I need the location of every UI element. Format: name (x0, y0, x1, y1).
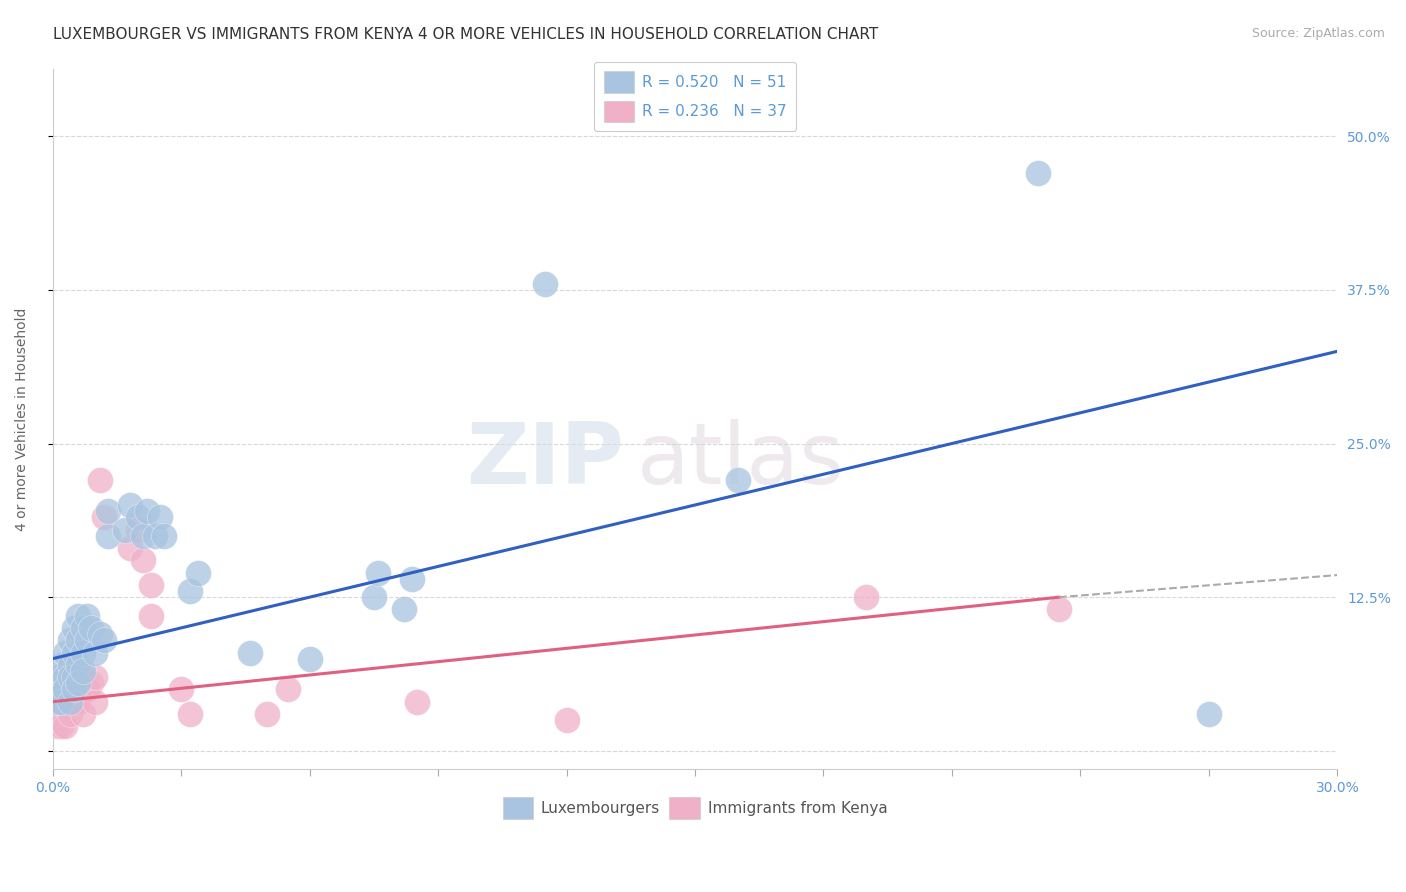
Point (72, 670, 94, 684)
Point (277, 682, 299, 697)
Point (131, 529, 153, 543)
Point (51, 682, 73, 697)
Point (55, 670, 77, 684)
Point (89, 627, 111, 641)
Point (170, 682, 193, 697)
Point (114, 523, 136, 537)
Point (59, 682, 82, 697)
Point (76, 608, 98, 623)
Point (127, 523, 149, 537)
Point (72, 646, 94, 660)
Point (93, 633, 115, 648)
Point (153, 529, 176, 543)
Point (67, 657, 90, 672)
Point (534, 277, 557, 291)
Point (405, 695, 427, 709)
Point (89, 474, 111, 488)
Point (45, 719, 67, 733)
Point (45, 670, 67, 684)
Text: LUXEMBOURGER VS IMMIGRANTS FROM KENYA 4 OR MORE VEHICLES IN HOUSEHOLD CORRELATIO: LUXEMBOURGER VS IMMIGRANTS FROM KENYA 4 … (53, 27, 879, 42)
Point (135, 504, 157, 518)
Point (93, 510, 115, 524)
Point (51, 695, 73, 709)
Point (51, 719, 73, 733)
Point (1198, 706, 1220, 721)
Point (67, 608, 90, 623)
Point (127, 510, 149, 524)
Text: ZIP: ZIP (467, 419, 624, 502)
Point (187, 566, 209, 580)
Point (367, 566, 389, 580)
Point (51, 706, 73, 721)
Point (84, 695, 107, 709)
Point (84, 646, 107, 660)
Point (256, 706, 278, 721)
Point (59, 657, 82, 672)
Text: atlas: atlas (637, 419, 845, 502)
Point (76, 682, 98, 697)
Point (298, 651, 321, 665)
Point (855, 590, 877, 604)
Point (727, 474, 749, 488)
Point (55, 682, 77, 697)
Point (63, 682, 86, 697)
Point (179, 706, 201, 721)
Point (51, 657, 73, 672)
Point (59, 633, 82, 648)
Legend: Luxembourgers, Immigrants from Kenya: Luxembourgers, Immigrants from Kenya (496, 791, 893, 825)
Point (55, 695, 77, 709)
Point (118, 498, 141, 512)
Point (401, 572, 423, 586)
Point (80, 621, 103, 635)
Point (97, 529, 120, 543)
Point (149, 510, 172, 524)
Point (59, 657, 82, 672)
Point (67, 695, 90, 709)
Point (59, 695, 82, 709)
Point (1026, 166, 1049, 180)
Point (67, 633, 90, 648)
Point (67, 676, 90, 690)
Point (84, 670, 107, 684)
Point (63, 670, 86, 684)
Point (1047, 602, 1070, 616)
Point (139, 578, 162, 592)
Point (76, 633, 98, 648)
Point (63, 670, 86, 684)
Point (145, 529, 167, 543)
Point (72, 664, 94, 678)
Point (45, 695, 67, 709)
Point (363, 590, 385, 604)
Point (55, 719, 77, 733)
Point (63, 695, 86, 709)
Point (55, 670, 77, 684)
Text: Source: ZipAtlas.com: Source: ZipAtlas.com (1251, 27, 1385, 40)
Point (392, 602, 415, 616)
Y-axis label: 4 or more Vehicles in Household: 4 or more Vehicles in Household (15, 307, 30, 531)
Point (131, 553, 153, 567)
Point (97, 504, 120, 518)
Point (59, 670, 82, 684)
Point (59, 706, 82, 721)
Point (118, 541, 141, 555)
Point (63, 646, 86, 660)
Point (67, 682, 90, 697)
Point (63, 621, 86, 635)
Point (45, 706, 67, 721)
Point (72, 621, 94, 635)
Point (55, 646, 77, 660)
Point (179, 584, 201, 599)
Point (51, 682, 73, 697)
Point (239, 646, 262, 660)
Point (80, 676, 103, 690)
Point (45, 695, 67, 709)
Point (139, 608, 162, 623)
Point (72, 706, 94, 721)
Point (555, 713, 578, 727)
